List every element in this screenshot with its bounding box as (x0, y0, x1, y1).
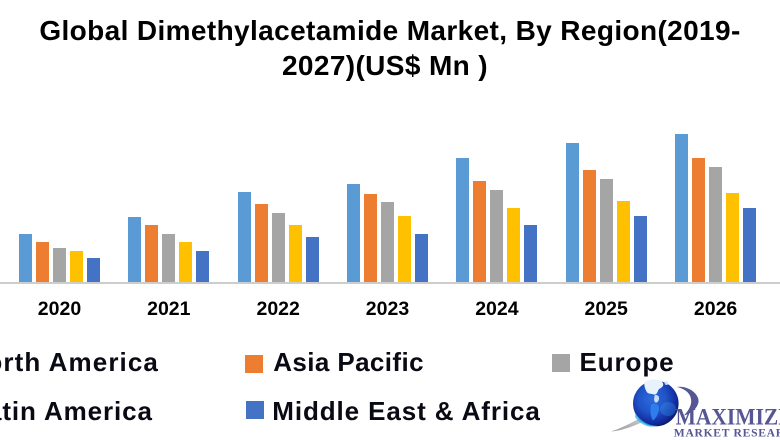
svg-text:MARKET RESEARCH: MARKET RESEARCH (674, 426, 780, 439)
svg-text:MAXIMIZE: MAXIMIZE (676, 405, 780, 430)
